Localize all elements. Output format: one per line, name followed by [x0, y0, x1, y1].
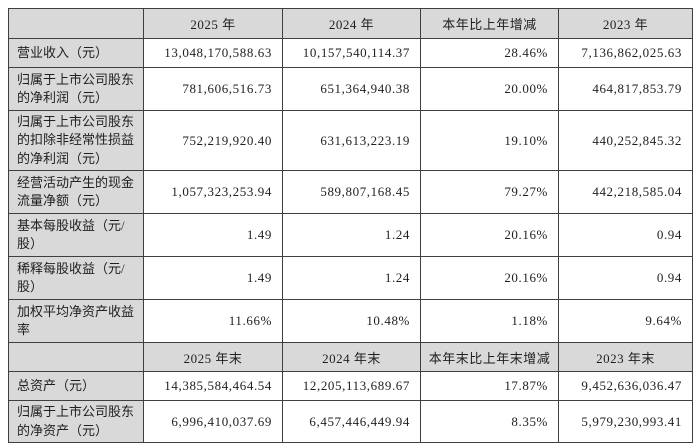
- row-label: 总资产（元）: [8, 371, 144, 402]
- row-label: 归属于上市公司股东的净资产（元）: [8, 400, 144, 443]
- table-row-net-assets: 归属于上市公司股东的净资产（元） 6,996,410,037.69 6,457,…: [8, 400, 693, 443]
- value-cell: 14,385,584,464.54: [143, 371, 283, 402]
- report-page: 2025 年 2024 年 本年比上年增减 2023 年 营业收入（元） 13,…: [8, 8, 693, 443]
- value-cell: 1.24: [282, 213, 421, 258]
- value-cell: 6,996,410,037.69: [143, 400, 283, 443]
- table-row-net-profit: 归属于上市公司股东的净利润（元） 781,606,516.73 651,364,…: [8, 67, 693, 111]
- year-end-header-row: 2025 年末 2024 年末 本年末比上年末增减 2023 年末: [8, 342, 693, 373]
- value-cell: 79.27%: [420, 170, 559, 215]
- value-cell: 20.00%: [420, 67, 559, 111]
- table-row-operating-cash-flow: 经营活动产生的现金流量净额（元） 1,057,323,253.94 589,80…: [8, 170, 693, 215]
- value-cell: 589,807,168.45: [282, 170, 421, 215]
- row-label: 基本每股收益（元/股）: [8, 213, 144, 258]
- value-cell: 651,364,940.38: [282, 67, 421, 111]
- row-label: 稀释每股收益（元/股）: [8, 256, 144, 301]
- value-cell: 0.94: [558, 256, 693, 301]
- value-cell: 781,606,516.73: [143, 67, 283, 111]
- value-cell: 10,157,540,114.37: [282, 38, 421, 68]
- row-label: 加权平均净资产收益率: [8, 299, 144, 344]
- value-cell: 28.46%: [420, 38, 559, 68]
- year-header-2025: 2025 年: [143, 8, 283, 39]
- row-label: 经营活动产生的现金流量净额（元）: [8, 170, 144, 215]
- value-cell: 440,252,845.32: [558, 109, 693, 172]
- table-row-weighted-avg-roe: 加权平均净资产收益率 11.66% 10.48% 1.18% 9.64%: [8, 299, 693, 344]
- value-cell: 9,452,636,036.47: [558, 371, 693, 402]
- yoy-change-header: 本年比上年增减: [420, 8, 559, 39]
- value-cell: 0.94: [558, 213, 693, 258]
- value-cell: 1.18%: [420, 299, 559, 344]
- value-cell: 752,219,920.40: [143, 109, 283, 172]
- corner-cell: [8, 8, 144, 39]
- row-label: 营业收入（元）: [8, 38, 144, 68]
- financial-summary-table: 2025 年 2024 年 本年比上年增减 2023 年 营业收入（元） 13,…: [8, 8, 693, 443]
- year-header-2024: 2024 年: [282, 8, 421, 39]
- corner-cell: [8, 342, 144, 373]
- value-cell: 1,057,323,253.94: [143, 170, 283, 215]
- annual-header-row: 2025 年 2024 年 本年比上年增减 2023 年: [8, 8, 693, 39]
- row-label: 归属于上市公司股东的净利润（元）: [8, 67, 144, 111]
- year-header-2023: 2023 年: [558, 8, 693, 39]
- value-cell: 19.10%: [420, 109, 559, 172]
- value-cell: 5,979,230,993.41: [558, 400, 693, 443]
- year-end-header-2024: 2024 年末: [282, 342, 421, 373]
- value-cell: 1.49: [143, 256, 283, 301]
- year-end-change-header: 本年末比上年末增减: [420, 342, 559, 373]
- value-cell: 442,218,585.04: [558, 170, 693, 215]
- value-cell: 11.66%: [143, 299, 283, 344]
- value-cell: 13,048,170,588.63: [143, 38, 283, 68]
- year-end-header-2023: 2023 年末: [558, 342, 693, 373]
- value-cell: 17.87%: [420, 371, 559, 402]
- table-row-diluted-eps: 稀释每股收益（元/股） 1.49 1.24 20.16% 0.94: [8, 256, 693, 301]
- value-cell: 1.49: [143, 213, 283, 258]
- value-cell: 464,817,853.79: [558, 67, 693, 111]
- row-label: 归属于上市公司股东的扣除非经常性损益的净利润（元）: [8, 109, 144, 172]
- value-cell: 9.64%: [558, 299, 693, 344]
- value-cell: 8.35%: [420, 400, 559, 443]
- value-cell: 1.24: [282, 256, 421, 301]
- value-cell: 6,457,446,449.94: [282, 400, 421, 443]
- value-cell: 631,613,223.19: [282, 109, 421, 172]
- table-row-total-assets: 总资产（元） 14,385,584,464.54 12,205,113,689.…: [8, 371, 693, 402]
- value-cell: 20.16%: [420, 213, 559, 258]
- table-row-revenue: 营业收入（元） 13,048,170,588.63 10,157,540,114…: [8, 38, 693, 68]
- table-row-net-profit-deducted: 归属于上市公司股东的扣除非经常性损益的净利润（元） 752,219,920.40…: [8, 109, 693, 172]
- value-cell: 7,136,862,025.63: [558, 38, 693, 68]
- value-cell: 10.48%: [282, 299, 421, 344]
- table-row-basic-eps: 基本每股收益（元/股） 1.49 1.24 20.16% 0.94: [8, 213, 693, 258]
- year-end-header-2025: 2025 年末: [143, 342, 283, 373]
- value-cell: 20.16%: [420, 256, 559, 301]
- value-cell: 12,205,113,689.67: [282, 371, 421, 402]
